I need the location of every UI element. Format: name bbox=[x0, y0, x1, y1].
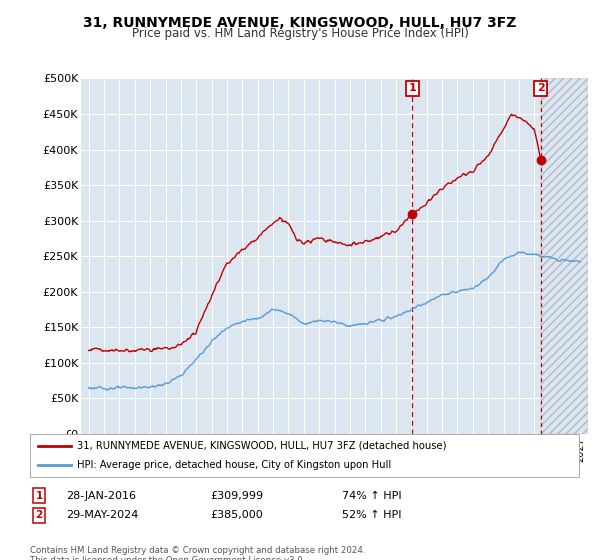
Text: 1: 1 bbox=[409, 83, 416, 94]
Text: 74% ↑ HPI: 74% ↑ HPI bbox=[342, 491, 401, 501]
Text: Price paid vs. HM Land Registry's House Price Index (HPI): Price paid vs. HM Land Registry's House … bbox=[131, 27, 469, 40]
Bar bbox=[541, 78, 588, 434]
Text: 29-MAY-2024: 29-MAY-2024 bbox=[66, 510, 139, 520]
Text: 2: 2 bbox=[35, 510, 43, 520]
Text: 52% ↑ HPI: 52% ↑ HPI bbox=[342, 510, 401, 520]
Text: 31, RUNNYMEDE AVENUE, KINGSWOOD, HULL, HU7 3FZ (detached house): 31, RUNNYMEDE AVENUE, KINGSWOOD, HULL, H… bbox=[77, 441, 446, 451]
Text: 28-JAN-2016: 28-JAN-2016 bbox=[66, 491, 136, 501]
Bar bbox=[541, 78, 588, 434]
Text: HPI: Average price, detached house, City of Kingston upon Hull: HPI: Average price, detached house, City… bbox=[77, 460, 391, 470]
Text: 31, RUNNYMEDE AVENUE, KINGSWOOD, HULL, HU7 3FZ: 31, RUNNYMEDE AVENUE, KINGSWOOD, HULL, H… bbox=[83, 16, 517, 30]
Text: 2: 2 bbox=[537, 83, 545, 94]
Text: 1: 1 bbox=[35, 491, 43, 501]
Text: £385,000: £385,000 bbox=[210, 510, 263, 520]
Text: Contains HM Land Registry data © Crown copyright and database right 2024.
This d: Contains HM Land Registry data © Crown c… bbox=[30, 546, 365, 560]
Text: £309,999: £309,999 bbox=[210, 491, 263, 501]
